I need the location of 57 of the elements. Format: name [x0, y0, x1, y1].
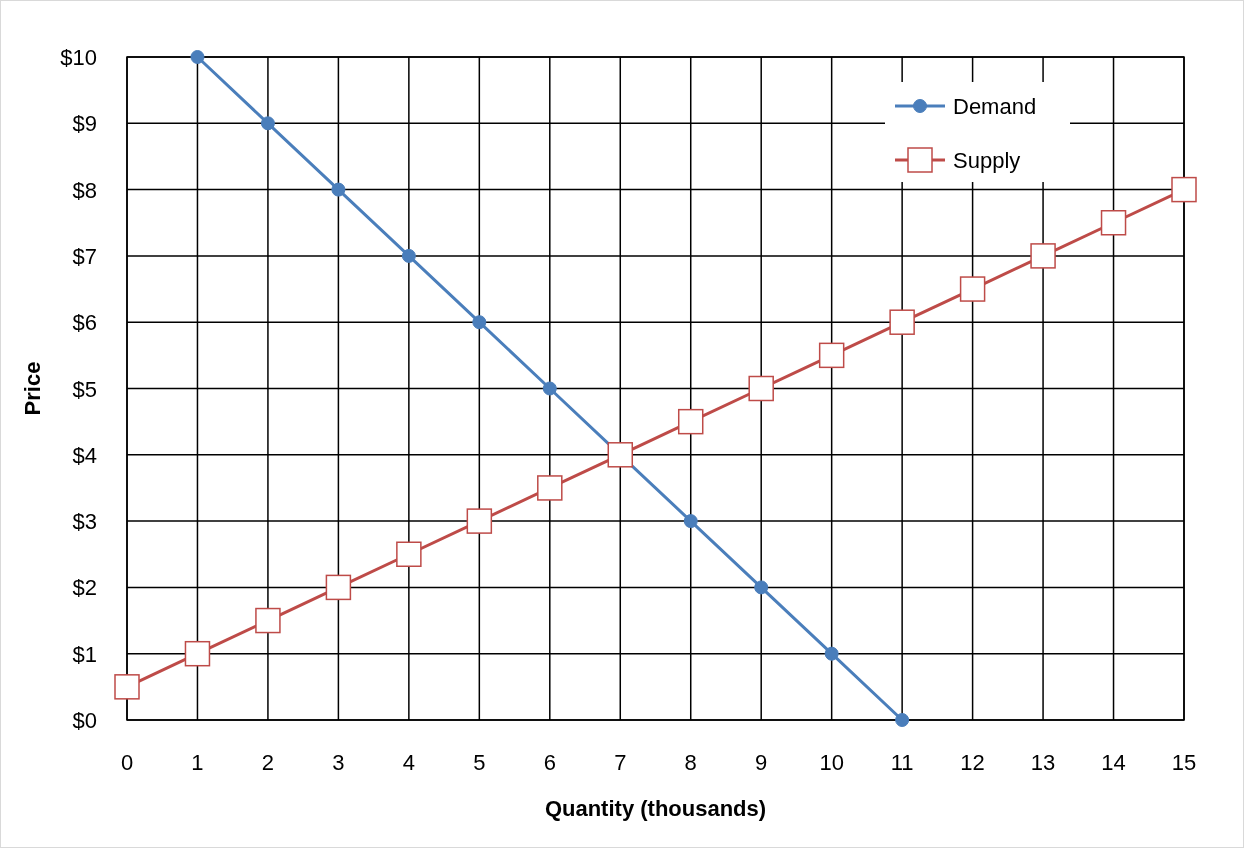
x-tick-label: 12	[960, 750, 985, 775]
x-tick-label: 3	[332, 750, 345, 775]
point	[824, 646, 839, 661]
x-tick-label: 15	[1171, 750, 1197, 775]
y-tick-label: $5	[72, 376, 97, 402]
point	[190, 50, 205, 64]
point	[537, 475, 563, 501]
y-tick-label: $4	[72, 442, 97, 468]
legend-label: Demand	[953, 94, 1037, 119]
legend-label: Supply	[953, 148, 1021, 173]
x-tick-label: 2	[261, 750, 275, 775]
y-tick-label: $0	[72, 708, 97, 733]
x-tick-label: 10	[819, 750, 844, 775]
x-tick-label: 7	[614, 750, 627, 775]
x-tick-label: 11	[890, 750, 914, 775]
y-tick-label: $3	[72, 509, 97, 535]
point	[114, 674, 140, 700]
y-tick-label: $8	[72, 177, 97, 203]
y-tick-label: $6	[72, 310, 97, 336]
x-tick-label: 6	[543, 750, 556, 775]
point	[255, 607, 281, 634]
y-tick-label: $7	[72, 243, 97, 269]
y-tick-label: $9	[72, 111, 97, 137]
point	[959, 276, 986, 302]
x-tick-label: 5	[473, 750, 486, 775]
x-tick-label: 0	[120, 750, 134, 775]
point	[401, 248, 416, 263]
x-axis-title: Quantity (thousands)	[544, 796, 767, 821]
y-tick-label: $1	[72, 641, 97, 667]
point	[748, 375, 774, 402]
point	[325, 574, 352, 601]
point	[260, 116, 275, 131]
x-tick-label: 8	[684, 750, 697, 775]
x-tick-label: 14	[1101, 750, 1126, 775]
point	[472, 315, 487, 330]
y-tick-label: $2	[72, 575, 97, 601]
y-axis-title: Price	[20, 361, 45, 416]
point	[607, 442, 634, 468]
point	[889, 309, 915, 335]
point	[1171, 176, 1197, 203]
x-tick-label: 1	[191, 750, 204, 775]
point	[184, 640, 211, 667]
point	[331, 182, 346, 197]
x-tick-label: 4	[402, 750, 415, 775]
point	[1030, 243, 1056, 269]
x-tick-label: 13	[1030, 750, 1056, 775]
point	[466, 508, 493, 534]
point	[683, 514, 698, 529]
point	[818, 342, 845, 369]
point	[396, 541, 422, 567]
y-tick-label: $10	[60, 45, 97, 70]
point	[542, 381, 557, 396]
x-tick-label: 9	[755, 750, 768, 775]
point	[895, 713, 910, 727]
point	[1100, 210, 1127, 236]
point	[677, 408, 704, 435]
point	[754, 580, 769, 595]
